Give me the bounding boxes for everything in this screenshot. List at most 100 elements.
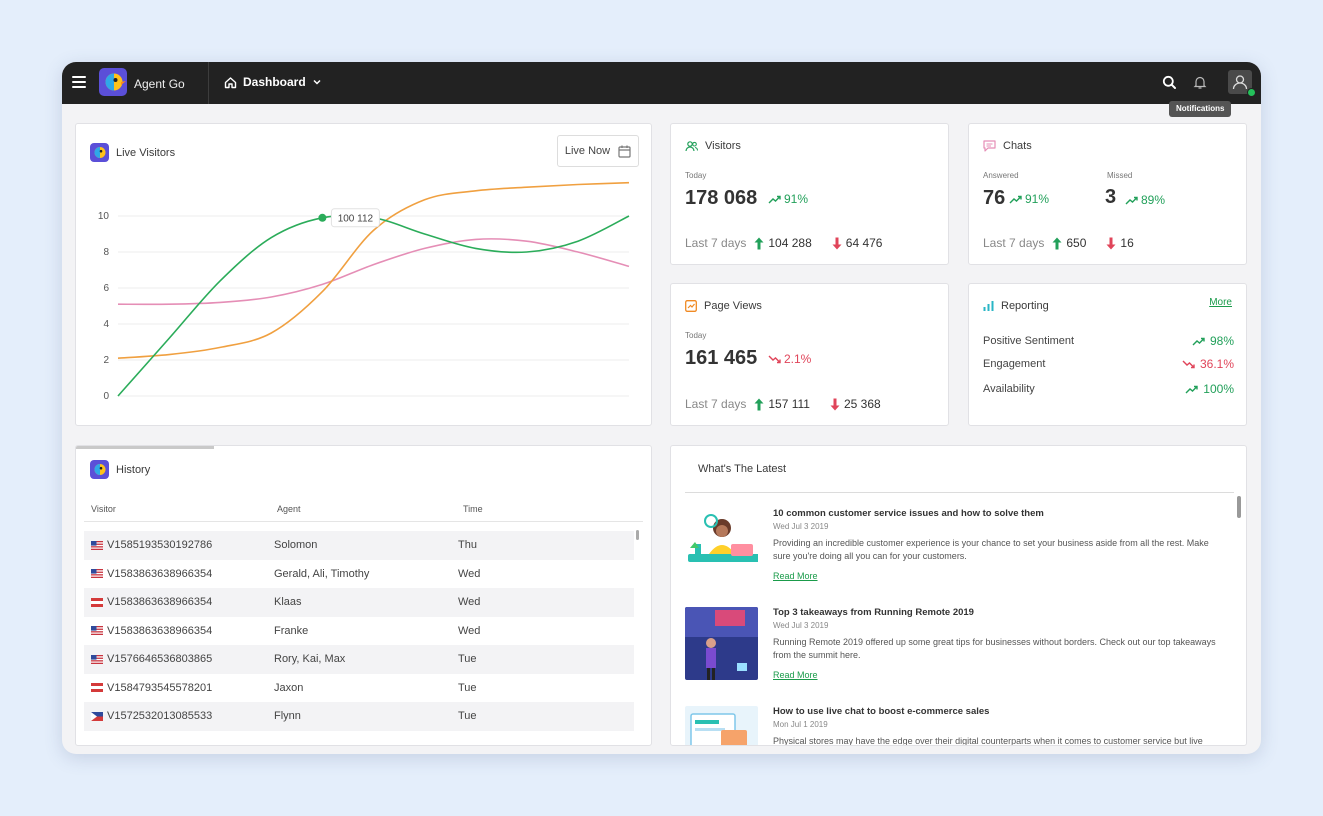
article-excerpt: Running Remote 2019 offered up some grea… (773, 637, 1216, 660)
time-cell: Wed (458, 567, 481, 580)
hover-point[interactable] (318, 213, 327, 222)
table-row[interactable]: V1583863638966354 Gerald, Ali, Timothy Wed (84, 560, 634, 589)
bell-icon[interactable] (1193, 75, 1207, 90)
menu-icon[interactable] (72, 76, 86, 88)
card-title: What's The Latest (698, 463, 787, 475)
app-window: Agent Go Dashboard Notifications Live Vi… (62, 62, 1261, 754)
time-cell: Tue (458, 653, 477, 666)
more-link[interactable]: More (1209, 297, 1232, 308)
table-row[interactable]: V1584793545578201 Jaxon Tue (84, 674, 634, 703)
table-row[interactable]: V1572532013085533 Flynn Tue (84, 702, 634, 731)
visitor-cell: V1576646536803865 (84, 653, 274, 665)
article-thumbnail[interactable] (685, 508, 758, 581)
column-header-visitor[interactable]: Visitor (91, 504, 116, 514)
table-row[interactable]: V1583863638966354 Klaas Wed (84, 588, 634, 617)
online-status-dot (1247, 88, 1256, 97)
horizontal-scrollbar[interactable] (76, 446, 214, 449)
agent-go-logo[interactable] (99, 68, 127, 96)
visitors-card: Visitors Today 178 068 91% Last 7 days 1… (670, 123, 949, 265)
column-header-agent[interactable]: Agent (277, 504, 301, 514)
column-header-time[interactable]: Time (463, 504, 483, 514)
visitors-week-row: Last 7 days 104 288 64 476 (685, 236, 882, 250)
table-row[interactable]: V1576646536803865Tiffany, L. ChenTue (84, 731, 634, 740)
flag-us-icon (91, 654, 103, 664)
agent-cell: Jaxon (274, 681, 304, 694)
search-icon[interactable] (1162, 75, 1177, 90)
agent-cell: Flynn (274, 710, 301, 723)
week-label: Last 7 days (685, 236, 747, 250)
table-row[interactable]: V1576646536803865 Rory, Kai, Max Tue (84, 645, 634, 674)
series-line-0[interactable] (117, 214, 630, 397)
article-date: Wed Jul 3 2019 (773, 522, 829, 531)
agent-go-icon (90, 143, 109, 162)
card-title: Live Visitors (116, 146, 176, 159)
pct-value: 89% (1141, 193, 1166, 207)
trend-up-icon (1009, 195, 1022, 203)
visitor-cell: V1584793545578201 (84, 682, 274, 694)
live-now-button[interactable]: Live Now (557, 135, 639, 167)
trend-up-icon (1185, 385, 1198, 393)
vertical-scrollbar[interactable] (636, 530, 639, 540)
today-label: Today (685, 171, 707, 180)
article-thumbnail[interactable] (685, 706, 758, 745)
table-row[interactable]: V1585193530192786 Solomon Thu (84, 531, 634, 560)
table-row[interactable]: V1583863638966354 Franke Wed (84, 617, 634, 646)
answered-label: Answered (983, 171, 1019, 180)
visitors-pct: 91% (768, 192, 808, 206)
article-title[interactable]: 10 common customer service issues and ho… (773, 508, 1044, 519)
visitor-cell: V1583863638966354 (84, 625, 274, 637)
chats-week-row: Last 7 days 650 16 (983, 236, 1134, 250)
week-down-value: 64 476 (845, 236, 883, 250)
card-title: Chats (1003, 140, 1032, 152)
missed-value: 3 (1105, 186, 1117, 208)
user-avatar[interactable] (1228, 70, 1256, 97)
report-value: 98% (1209, 334, 1234, 348)
time-cell: Tue (458, 681, 477, 694)
app-name: Agent Go (134, 77, 185, 91)
report-row-positive-sentiment: Positive Sentiment 98% (983, 334, 1234, 348)
article-title[interactable]: How to use live chat to boost e-commerce… (773, 706, 990, 717)
history-table-body: V1585193530192786 Solomon Thu V158386363896… (84, 531, 634, 739)
user-icon (1232, 75, 1248, 90)
flag-at-icon (91, 683, 103, 693)
y-tick-label: 6 (103, 283, 109, 294)
missed-pct: 89% (1125, 193, 1165, 207)
time-cell: Tue (458, 710, 477, 723)
dashboard-dropdown[interactable]: Dashboard (224, 75, 322, 89)
answered-value: 76 (983, 187, 1006, 209)
y-tick-label: 2 (103, 355, 109, 366)
week-label: Last 7 days (983, 236, 1045, 250)
card-title: History (116, 463, 151, 476)
read-more-link[interactable]: Read More (773, 571, 818, 581)
arrow-down-icon (1106, 237, 1116, 249)
read-more-link[interactable]: Read More (773, 670, 818, 680)
visitor-cell: V1585193530192786 (84, 539, 274, 551)
series-line-2[interactable] (117, 238, 630, 306)
vertical-scrollbar[interactable] (1237, 496, 1241, 518)
series-line-1[interactable] (117, 181, 630, 359)
article-excerpt: Physical stores may have the edge over t… (773, 736, 1203, 746)
article-title[interactable]: Top 3 takeaways from Running Remote 2019 (773, 607, 974, 618)
pct-value: 91% (1025, 192, 1050, 206)
bar-chart-icon (983, 301, 994, 311)
visitor-id: V1572532013085533 (107, 710, 213, 723)
visitor-cell: V1583863638966354 (84, 568, 274, 580)
header-divider (84, 521, 643, 522)
article-thumbnail[interactable] (685, 607, 758, 680)
trend-up-icon (1125, 196, 1138, 204)
page-views-card: Page Views Today 161 465 2.1% Last 7 day… (670, 283, 949, 426)
flag-at-icon (91, 597, 103, 607)
reporting-card: Reporting More Positive Sentiment 98% En… (968, 283, 1247, 426)
pct-value: 2.1% (784, 352, 812, 366)
page-views-icon (685, 300, 697, 312)
home-icon (224, 76, 237, 88)
visitor-id: V1584793545578201 (107, 681, 213, 694)
pageviews-week-row: Last 7 days 157 111 25 368 (685, 397, 881, 411)
card-title: Reporting (1001, 300, 1049, 312)
chart-tooltip-value: 100 112 (338, 213, 374, 224)
agent-go-icon (90, 460, 109, 479)
report-value: 36.1% (1199, 357, 1234, 371)
y-tick-label: 8 (103, 247, 109, 258)
report-label: Engagement (983, 358, 1046, 370)
time-cell: Thu (458, 539, 477, 552)
